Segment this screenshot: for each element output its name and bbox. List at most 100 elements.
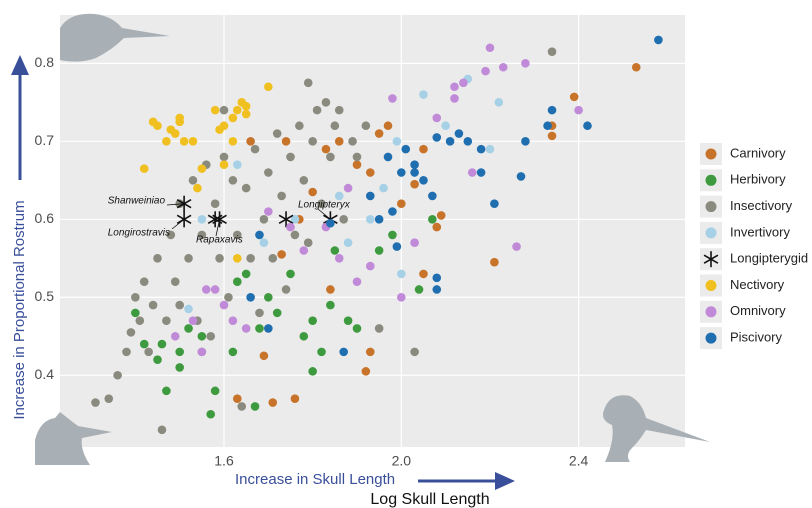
point: [419, 145, 428, 154]
x-tick-label: 1.6: [214, 453, 234, 469]
point: [388, 94, 397, 103]
point: [432, 285, 441, 294]
point: [264, 293, 273, 302]
point: [175, 363, 184, 372]
point: [255, 231, 264, 240]
point: [308, 316, 317, 325]
annotation: Longirostravis: [108, 228, 170, 239]
point: [410, 180, 419, 189]
point: [282, 285, 291, 294]
annotation: Shanweiniao: [108, 196, 166, 207]
y-tick-label: 0.5: [35, 288, 55, 304]
point: [450, 94, 459, 103]
point: [331, 246, 340, 255]
point: [211, 199, 220, 208]
point: [242, 102, 251, 111]
point: [384, 121, 393, 130]
point: [366, 348, 375, 357]
point: [291, 394, 300, 403]
point: [393, 137, 402, 146]
point: [91, 398, 100, 407]
point: [362, 367, 371, 376]
point: [366, 192, 375, 201]
point: [401, 145, 410, 154]
point: [548, 47, 557, 56]
point: [171, 277, 180, 286]
legend-key: [706, 149, 717, 160]
point: [268, 254, 277, 263]
point: [335, 106, 344, 115]
point: [229, 137, 238, 146]
point: [490, 199, 499, 208]
point: [286, 223, 295, 232]
point: [313, 106, 322, 115]
point: [211, 106, 220, 115]
y-tick-label: 0.6: [35, 210, 55, 226]
point: [211, 387, 220, 396]
point: [242, 110, 251, 119]
point: [198, 348, 207, 357]
point: [215, 254, 224, 263]
page: {"chart_data": {"type": "scatter", "x_la…: [0, 0, 812, 508]
point: [362, 121, 371, 130]
point: [162, 316, 171, 325]
point: [437, 211, 446, 220]
y-tick-label: 0.4: [35, 366, 55, 382]
point: [299, 246, 308, 255]
point: [295, 121, 304, 130]
point: [171, 332, 180, 341]
point: [260, 238, 269, 247]
point: [175, 301, 184, 310]
legend-label: Carnivory: [730, 145, 786, 160]
point: [450, 82, 459, 91]
point: [477, 168, 486, 177]
point: [135, 316, 144, 325]
point: [432, 223, 441, 232]
point: [264, 207, 273, 216]
point: [322, 98, 331, 107]
point: [410, 238, 419, 247]
point: [206, 332, 215, 341]
point: [499, 63, 508, 72]
point: [206, 410, 215, 419]
point: [184, 305, 193, 314]
point: [198, 332, 207, 341]
point: [521, 59, 530, 68]
point: [326, 219, 335, 228]
point: [344, 238, 353, 247]
point: [322, 145, 331, 154]
point: [388, 231, 397, 240]
point: [140, 164, 149, 173]
point: [632, 63, 641, 72]
y-arrowhead: [11, 55, 29, 75]
point: [441, 121, 450, 130]
point: [220, 153, 229, 162]
point: [495, 98, 504, 107]
point: [543, 121, 552, 130]
point: [419, 176, 428, 185]
point: [140, 340, 149, 349]
point: [428, 192, 437, 201]
point: [198, 164, 207, 173]
point: [220, 301, 229, 310]
point: [237, 402, 246, 411]
point: [127, 328, 136, 337]
point: [277, 250, 286, 259]
point: [211, 285, 220, 294]
point: [375, 324, 384, 333]
point: [229, 176, 238, 185]
legend-key: [706, 227, 717, 238]
point: [255, 324, 264, 333]
point: [131, 309, 140, 318]
point: [548, 106, 557, 115]
point: [229, 114, 238, 123]
point: [246, 293, 255, 302]
x-axis-title: Log Skull Length: [370, 491, 489, 508]
point: [654, 36, 663, 45]
legend: CarnivoryHerbivoryInsectivoryInvertivory…: [697, 138, 808, 356]
x-arrow-label: Increase in Skull Length: [235, 471, 395, 488]
legend-label: Omnivory: [730, 303, 786, 318]
y-tick-label: 0.8: [35, 54, 55, 70]
point: [583, 121, 592, 130]
point: [339, 348, 348, 357]
